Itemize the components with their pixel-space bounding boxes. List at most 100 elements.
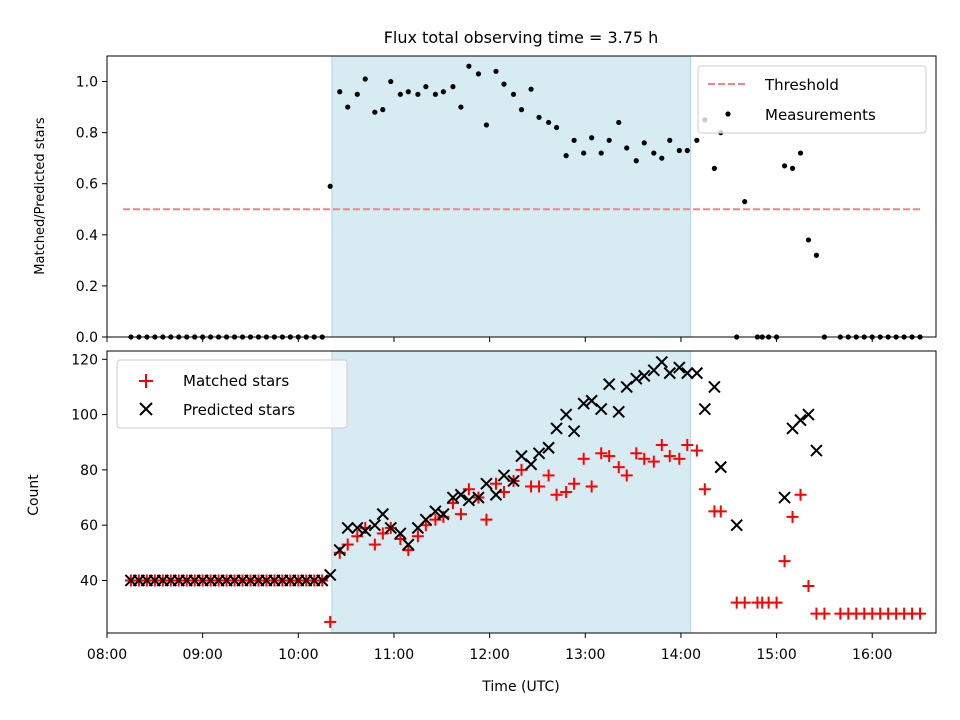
matched-star-marker bbox=[577, 452, 590, 465]
bottom-axes-frame bbox=[106, 350, 937, 634]
matched-star-marker bbox=[794, 488, 807, 501]
measurement-point bbox=[571, 137, 577, 143]
measurement-point bbox=[546, 119, 552, 126]
y-tick-label: 0.4 bbox=[76, 228, 98, 244]
chart-title: Flux total observing time = 3.75 h bbox=[384, 28, 659, 47]
bottom-x-axis: 08:00 09:00 10:00 11:00 12:00 13:00 14:00 15:00… bbox=[87, 633, 892, 663]
measurement-point bbox=[501, 81, 507, 87]
matched-star-marker bbox=[324, 615, 337, 628]
x-tick-label: 14:00 bbox=[661, 647, 701, 663]
measurement-point bbox=[633, 158, 639, 164]
top-legend: Threshold Measurements bbox=[697, 65, 927, 134]
predicted-star-marker bbox=[394, 527, 407, 540]
predicted-star-marker bbox=[577, 397, 590, 410]
observing-window-shade-bottom bbox=[331, 350, 691, 634]
measurement-point bbox=[589, 135, 595, 141]
legend-predicted-swatch bbox=[139, 402, 153, 416]
predicted-star-marker bbox=[497, 469, 511, 482]
measurement-point bbox=[327, 183, 333, 189]
measurement-point bbox=[372, 109, 378, 115]
measurement-point bbox=[362, 76, 368, 82]
bottom-y-axis: 40 60 80 100 120 bbox=[71, 352, 107, 589]
bottom-y-axis-label: Count bbox=[26, 474, 42, 516]
predicted-star-marker bbox=[673, 361, 686, 374]
matched-star-marker bbox=[489, 477, 502, 490]
measurement-point bbox=[624, 145, 630, 151]
matched-star-marker bbox=[612, 461, 625, 474]
measurement-point bbox=[493, 68, 499, 74]
y-tick-label: 100 bbox=[71, 408, 98, 424]
predicted-star-marker bbox=[567, 424, 581, 438]
matched-star-marker bbox=[681, 439, 694, 451]
predicted-star-marker bbox=[559, 408, 573, 421]
measurement-point bbox=[337, 89, 343, 95]
top-x-ticks bbox=[106, 337, 873, 342]
matched-star-marker bbox=[351, 530, 364, 543]
measurement-point bbox=[528, 86, 534, 92]
measurement-point bbox=[781, 163, 788, 169]
measurement-point bbox=[518, 107, 525, 113]
measurements-series bbox=[122, 63, 923, 340]
predicted-star-marker bbox=[690, 366, 704, 380]
matched-star-marker bbox=[515, 463, 528, 476]
matched-star-marker bbox=[341, 538, 354, 551]
matched-star-marker bbox=[663, 450, 676, 463]
matched-star-marker bbox=[778, 555, 791, 568]
measurement-point bbox=[345, 104, 351, 110]
predicted-star-marker bbox=[542, 441, 555, 454]
legend-matched-swatch bbox=[139, 374, 153, 388]
matched-star-marker bbox=[394, 533, 407, 545]
measurement-point bbox=[813, 252, 820, 258]
predicted-star-marker bbox=[595, 402, 608, 416]
predicted-star-marker bbox=[612, 405, 625, 419]
predicted-stars-series bbox=[124, 355, 823, 587]
matched-star-marker bbox=[802, 580, 815, 592]
y-tick-label: 60 bbox=[80, 518, 98, 534]
y-tick-label: 0.6 bbox=[76, 177, 98, 193]
measurement-point bbox=[405, 89, 411, 95]
measurement-point bbox=[641, 140, 647, 146]
y-tick-label: 1.0 bbox=[76, 75, 98, 91]
matched-star-marker bbox=[786, 510, 799, 523]
matched-star-marker bbox=[402, 544, 415, 557]
measurement-point bbox=[475, 71, 482, 77]
predicted-star-marker bbox=[794, 413, 807, 427]
predicted-star-marker bbox=[550, 422, 563, 435]
matched-star-marker bbox=[446, 497, 459, 510]
matched-star-marker bbox=[462, 483, 475, 496]
matched-star-marker bbox=[620, 469, 633, 482]
measurement-point bbox=[432, 91, 439, 97]
predicted-star-marker bbox=[714, 460, 727, 474]
bottom-legend: Matched stars Predicted stars bbox=[116, 359, 348, 429]
predicted-star-marker bbox=[341, 521, 354, 535]
measurement-point bbox=[606, 137, 612, 143]
y-tick-label: 0.2 bbox=[76, 279, 98, 295]
predicted-star-marker bbox=[630, 372, 643, 385]
predicted-star-marker bbox=[384, 521, 397, 535]
y-tick-label: 120 bbox=[71, 352, 98, 368]
observing-window-shade bbox=[331, 55, 691, 338]
matched-star-marker bbox=[595, 447, 608, 460]
predicted-star-marker bbox=[333, 543, 346, 557]
measurement-point bbox=[466, 63, 472, 69]
measurement-point bbox=[684, 147, 690, 154]
measurement-point bbox=[388, 78, 394, 85]
predicted-star-marker bbox=[810, 444, 823, 457]
ratio-panel: 0.0 0.2 0.4 0.6 0.8 1.0 Flux total observing … bbox=[33, 28, 937, 346]
measurement-point bbox=[553, 124, 560, 131]
predicted-star-marker bbox=[663, 366, 676, 380]
y-tick-label: 0.0 bbox=[76, 330, 98, 346]
x-axis-label: Time (UTC) bbox=[481, 679, 559, 695]
matched-star-marker bbox=[770, 596, 783, 609]
matched-star-marker bbox=[630, 447, 643, 460]
predicted-star-marker bbox=[730, 518, 743, 532]
measurement-point bbox=[536, 114, 542, 120]
matched-star-marker bbox=[550, 488, 563, 501]
predicted-star-marker bbox=[462, 494, 476, 507]
predicted-star-marker bbox=[323, 568, 337, 582]
matched-star-marker bbox=[585, 480, 598, 493]
matched-star-marker bbox=[603, 450, 616, 463]
predicted-star-marker bbox=[351, 521, 364, 535]
top-y-axis: 0.0 0.2 0.4 0.6 0.8 1.0 bbox=[76, 75, 107, 346]
predicted-star-marker bbox=[802, 408, 815, 421]
